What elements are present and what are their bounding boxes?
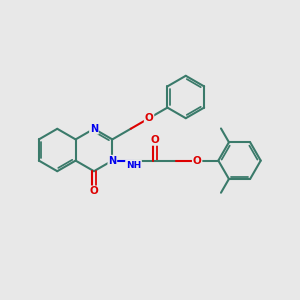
- Text: O: O: [145, 113, 153, 123]
- Text: N: N: [90, 124, 98, 134]
- Text: N: N: [108, 156, 116, 166]
- Text: O: O: [150, 135, 159, 145]
- Text: O: O: [90, 186, 98, 196]
- Text: O: O: [193, 156, 202, 166]
- Text: NH: NH: [126, 160, 141, 169]
